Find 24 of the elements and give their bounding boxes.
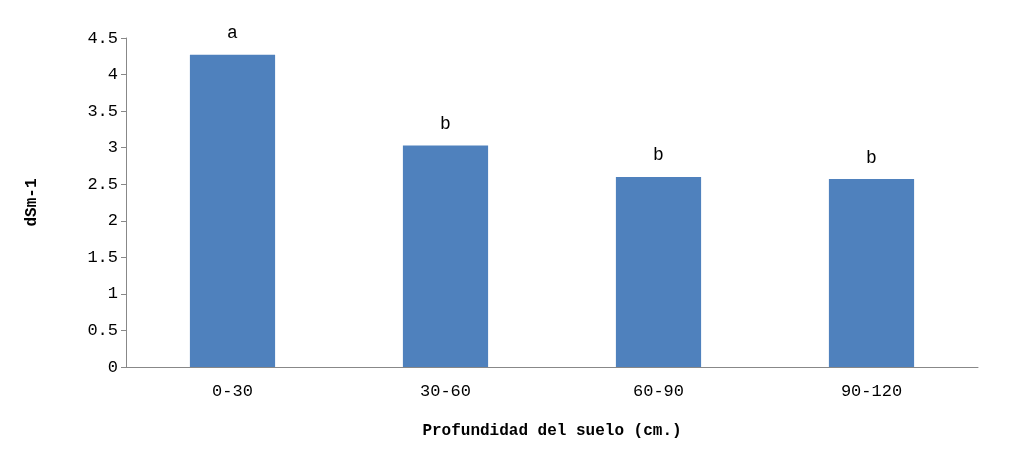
x-tick-label: 30-60	[419, 382, 472, 401]
y-tick-label: 0	[107, 357, 118, 377]
y-tick-label: 4.5	[87, 28, 118, 48]
x-axis-title: Profundidad del suelo (cm.)	[422, 422, 682, 440]
annotation: a	[227, 23, 239, 44]
y-tick-label: 0.5	[87, 320, 118, 340]
x-tick-label: 60-90	[632, 382, 685, 401]
x-tick-label: 90-120	[840, 382, 903, 401]
y-tick-label: 3	[107, 138, 118, 158]
y-tick-label: 4	[107, 65, 118, 85]
y-tick-label: 1.5	[87, 247, 118, 267]
y-tick-label: 2	[107, 211, 118, 231]
bar	[828, 179, 915, 367]
y-tick-label: 3.5	[87, 101, 118, 121]
annotation: b	[440, 113, 451, 134]
y-axis-title: dSm-1	[23, 178, 41, 227]
bar	[615, 176, 702, 367]
y-tick-label: 1	[107, 284, 118, 304]
annotation: b	[866, 147, 877, 168]
x-tick-label: 0-30	[212, 382, 253, 401]
bar	[189, 54, 276, 367]
y-tick-label: 2.5	[87, 174, 118, 194]
bar	[402, 145, 489, 367]
annotation: b	[653, 145, 664, 166]
